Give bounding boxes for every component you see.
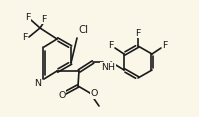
Text: O: O: [90, 90, 98, 99]
Text: N: N: [34, 79, 42, 88]
Text: Cl: Cl: [78, 25, 88, 35]
Text: F: F: [22, 33, 28, 42]
Text: F: F: [41, 15, 47, 24]
Text: F: F: [162, 42, 168, 51]
Text: O: O: [58, 91, 66, 99]
Text: F: F: [135, 29, 141, 38]
Text: F: F: [108, 42, 114, 51]
Text: F: F: [25, 13, 31, 22]
Text: NH: NH: [101, 62, 115, 71]
